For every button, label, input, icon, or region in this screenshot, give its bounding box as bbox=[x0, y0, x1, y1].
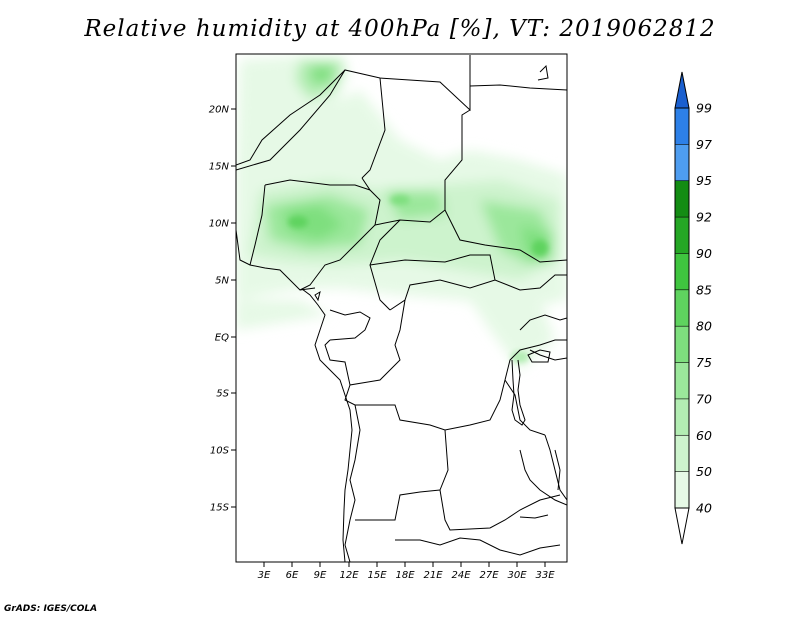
colorbar-swatch bbox=[675, 289, 689, 327]
lon-label: 27E bbox=[479, 570, 499, 581]
colorbar-swatch bbox=[675, 217, 689, 254]
colorbar-label: 95 bbox=[696, 173, 712, 188]
colorbar-label: 99 bbox=[696, 101, 712, 116]
colorbar-swatch bbox=[675, 398, 689, 436]
grads-credit: GrADS: IGES/COLA bbox=[4, 604, 98, 614]
longitude-axis: 3E 6E 9E 12E 15E 18E 21E 24E 27E 30E 33E bbox=[258, 562, 555, 581]
colorbar-label: 60 bbox=[696, 428, 712, 443]
lon-label: 24E bbox=[451, 570, 471, 581]
colorbar-label: 40 bbox=[696, 501, 712, 516]
lat-label: 15N bbox=[209, 162, 230, 173]
latitude-axis: 20N 15N 10N 5N EQ 5S 10S 15S bbox=[209, 105, 236, 514]
map-frame bbox=[235, 53, 568, 563]
colorbar-swatch bbox=[675, 326, 689, 363]
colorbar-legend: 40 50 60 70 75 80 85 90 92 95 97 99 bbox=[674, 71, 712, 545]
lat-label: 10S bbox=[210, 446, 230, 457]
lat-label: 5N bbox=[215, 276, 229, 287]
colorbar-swatch bbox=[675, 144, 689, 181]
lon-label: 21E bbox=[423, 570, 443, 581]
colorbar-label: 50 bbox=[696, 464, 712, 479]
colorbar-swatch bbox=[675, 362, 689, 399]
lat-label: 10N bbox=[209, 219, 230, 230]
lat-label: 5S bbox=[216, 389, 229, 400]
colorbar-label: 85 bbox=[696, 282, 712, 297]
map-title: Relative humidity at 400hPa [%], VT: 201… bbox=[84, 16, 716, 42]
lat-label: EQ bbox=[215, 333, 229, 344]
lon-label: 18E bbox=[395, 570, 415, 581]
colorbar-swatch bbox=[675, 435, 689, 472]
lon-label: 30E bbox=[507, 570, 527, 581]
lon-label: 3E bbox=[258, 570, 271, 581]
lat-label: 20N bbox=[209, 105, 230, 116]
colorbar-swatch bbox=[675, 180, 689, 218]
colorbar-label: 75 bbox=[696, 355, 712, 370]
colorbar-swatch bbox=[675, 253, 689, 290]
lon-label: 6E bbox=[286, 570, 299, 581]
colorbar-label: 70 bbox=[696, 391, 712, 406]
country-boundaries bbox=[236, 55, 567, 562]
lon-label: 9E bbox=[314, 570, 327, 581]
colorbar-swatch bbox=[675, 471, 689, 508]
lon-label: 12E bbox=[339, 570, 359, 581]
lat-label: 15S bbox=[210, 503, 230, 514]
colorbar-label: 90 bbox=[696, 246, 712, 261]
colorbar-swatch bbox=[675, 108, 689, 145]
lon-label: 33E bbox=[535, 570, 555, 581]
colorbar-bottom-arrow bbox=[674, 507, 690, 545]
colorbar-top-arrow bbox=[674, 71, 690, 109]
colorbar-label: 97 bbox=[696, 137, 712, 152]
colorbar-label: 80 bbox=[696, 319, 712, 334]
lon-label: 15E bbox=[367, 570, 387, 581]
colorbar-label: 92 bbox=[696, 210, 712, 225]
